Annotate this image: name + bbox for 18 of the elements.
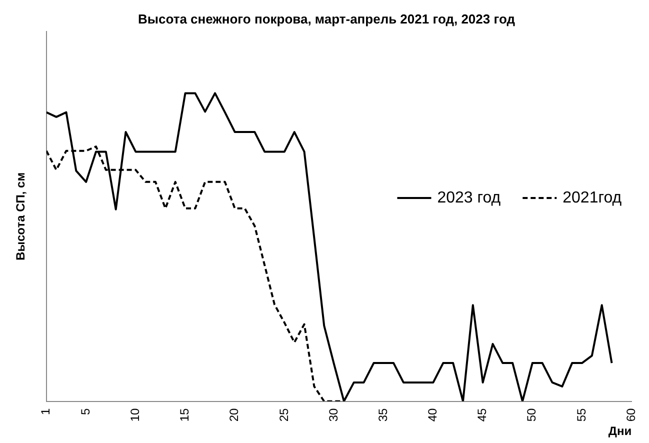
- x-tick-label: 55: [574, 408, 588, 422]
- x-tick-label: 15: [178, 408, 192, 422]
- legend-label: 2023 год: [437, 189, 502, 206]
- x-tick-label: 45: [475, 408, 490, 422]
- x-tick-label: 50: [524, 408, 539, 422]
- x-tick-label: 30: [326, 408, 340, 422]
- legend-label: 2021год: [562, 189, 622, 206]
- x-axis-title: Дни: [608, 424, 632, 438]
- x-tick-label: 10: [128, 408, 142, 422]
- y-axis-title: Высота СП, см: [14, 172, 28, 260]
- x-tick-label: 60: [624, 408, 638, 422]
- x-tick-label: 1: [38, 408, 53, 415]
- x-tick-label: 40: [426, 408, 440, 422]
- x-tick-label: 35: [376, 408, 390, 422]
- chart-title: Высота снежного покрова, март-апрель 2021 год, 2023 год: [138, 11, 516, 26]
- x-tick-label: 5: [78, 408, 92, 415]
- x-tick-label: 25: [276, 408, 291, 422]
- x-tick-label: 20: [227, 408, 242, 422]
